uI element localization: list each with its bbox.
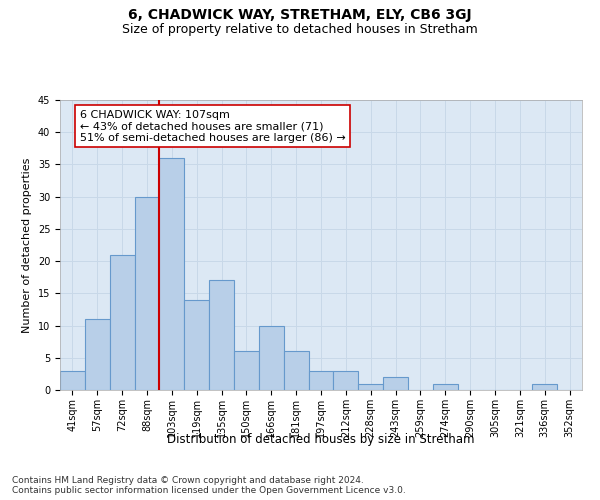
Bar xyxy=(334,370,358,390)
Bar xyxy=(383,377,408,390)
Bar xyxy=(284,352,308,390)
Bar xyxy=(308,370,334,390)
Text: Distribution of detached houses by size in Stretham: Distribution of detached houses by size … xyxy=(167,432,475,446)
Text: 6, CHADWICK WAY, STRETHAM, ELY, CB6 3GJ: 6, CHADWICK WAY, STRETHAM, ELY, CB6 3GJ xyxy=(128,8,472,22)
Bar xyxy=(358,384,383,390)
Bar xyxy=(234,352,259,390)
Bar xyxy=(85,319,110,390)
Bar xyxy=(160,158,184,390)
Text: Contains HM Land Registry data © Crown copyright and database right 2024.
Contai: Contains HM Land Registry data © Crown c… xyxy=(12,476,406,495)
Bar xyxy=(134,196,160,390)
Text: 6 CHADWICK WAY: 107sqm
← 43% of detached houses are smaller (71)
51% of semi-det: 6 CHADWICK WAY: 107sqm ← 43% of detached… xyxy=(80,110,346,143)
Bar xyxy=(209,280,234,390)
Text: Size of property relative to detached houses in Stretham: Size of property relative to detached ho… xyxy=(122,22,478,36)
Y-axis label: Number of detached properties: Number of detached properties xyxy=(22,158,32,332)
Bar xyxy=(60,370,85,390)
Bar xyxy=(433,384,458,390)
Bar xyxy=(259,326,284,390)
Bar xyxy=(532,384,557,390)
Bar xyxy=(184,300,209,390)
Bar xyxy=(110,254,134,390)
